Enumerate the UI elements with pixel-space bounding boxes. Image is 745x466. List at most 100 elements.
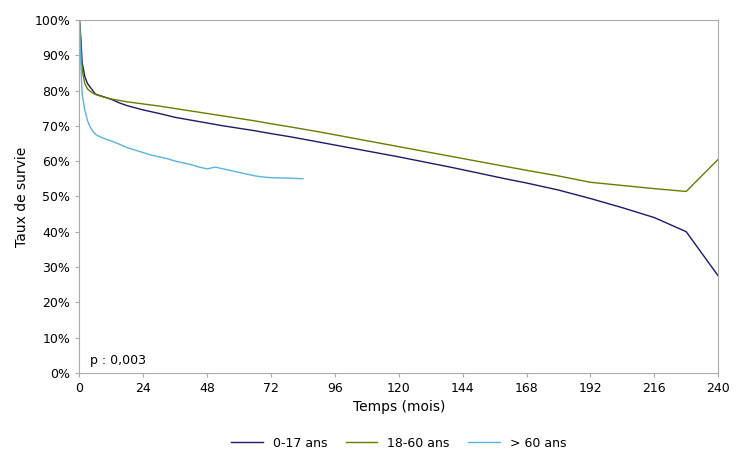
0-17 ans [77,60,86,65]
Legend: 0-17 ans, 18-60 ans, > 60 ans: 0-17 ans, 18-60 ans, > 60 ans [226,432,571,455]
0-17 ans [76,35,85,41]
> 60 ans [171,158,180,164]
18-60 ans [76,42,85,48]
0-17 ans [101,95,110,100]
0-17 ans [314,139,323,145]
0-17 ans [75,17,84,23]
18-60 ans [91,92,100,97]
> 60 ans [123,145,132,151]
> 60 ans [115,141,124,147]
0-17 ans [171,115,180,120]
0-17 ans [650,215,659,220]
> 60 ans [187,162,196,167]
18-60 ans [474,159,483,164]
> 60 ans [91,131,100,137]
18-60 ans [714,157,723,162]
> 60 ans [219,166,228,171]
> 60 ans [86,124,95,130]
18-60 ans [421,149,430,154]
> 60 ans [89,128,98,134]
18-60 ans [586,179,595,185]
18-60 ans [171,106,180,111]
0-17 ans [89,88,98,93]
Y-axis label: Taux de survie: Taux de survie [15,146,29,247]
> 60 ans [107,138,116,144]
> 60 ans [83,118,92,123]
X-axis label: Temps (mois): Temps (mois) [352,400,445,414]
> 60 ans [77,91,86,97]
> 60 ans [76,60,85,65]
18-60 ans [155,103,164,109]
18-60 ans [115,98,124,103]
18-60 ans [314,129,323,135]
18-60 ans [101,95,110,100]
0-17 ans [267,131,276,137]
Text: p : 0,003: p : 0,003 [90,354,146,367]
18-60 ans [89,90,98,96]
18-60 ans [267,121,276,127]
> 60 ans [211,164,220,170]
0-17 ans [522,180,531,186]
> 60 ans [96,134,105,140]
> 60 ans [75,17,84,23]
18-60 ans [682,189,691,194]
0-17 ans [618,205,627,211]
18-60 ans [522,167,531,173]
> 60 ans [155,154,164,160]
> 60 ans [163,156,172,161]
> 60 ans [139,150,148,156]
18-60 ans [288,124,297,130]
0-17 ans [96,93,105,99]
> 60 ans [76,45,85,51]
0-17 ans [474,170,483,176]
18-60 ans [341,134,350,140]
0-17 ans [341,144,350,150]
0-17 ans [80,74,89,79]
0-17 ans [288,134,297,140]
0-17 ans [501,176,510,182]
> 60 ans [80,107,89,113]
18-60 ans [448,154,457,159]
18-60 ans [76,31,85,37]
0-17 ans [187,117,196,123]
18-60 ans [203,111,212,116]
18-60 ans [650,186,659,192]
Line: 18-60 ans: 18-60 ans [80,20,718,192]
0-17 ans [554,187,563,193]
18-60 ans [219,113,228,119]
18-60 ans [83,86,92,92]
> 60 ans [299,176,308,182]
18-60 ans [554,173,563,179]
0-17 ans [83,81,92,86]
0-17 ans [250,128,259,134]
18-60 ans [123,99,132,105]
0-17 ans [76,28,85,34]
18-60 ans [75,17,84,23]
0-17 ans [86,84,95,90]
0-17 ans [115,100,124,106]
0-17 ans [682,229,691,234]
0-17 ans [139,107,148,113]
18-60 ans [501,164,510,169]
18-60 ans [96,93,105,99]
18-60 ans [139,101,148,107]
Line: > 60 ans: > 60 ans [80,20,303,179]
> 60 ans [235,170,244,175]
0-17 ans [394,154,403,160]
0-17 ans [123,103,132,109]
0-17 ans [203,120,212,126]
> 60 ans [101,137,110,142]
0-17 ans [368,149,377,155]
> 60 ans [250,173,259,179]
18-60 ans [394,144,403,150]
0-17 ans [421,159,430,165]
18-60 ans [86,89,95,94]
18-60 ans [235,116,244,121]
> 60 ans [194,164,203,170]
> 60 ans [243,171,252,177]
18-60 ans [77,67,86,72]
> 60 ans [147,152,156,158]
0-17 ans [91,91,100,97]
18-60 ans [250,118,259,123]
0-17 ans [107,96,116,102]
